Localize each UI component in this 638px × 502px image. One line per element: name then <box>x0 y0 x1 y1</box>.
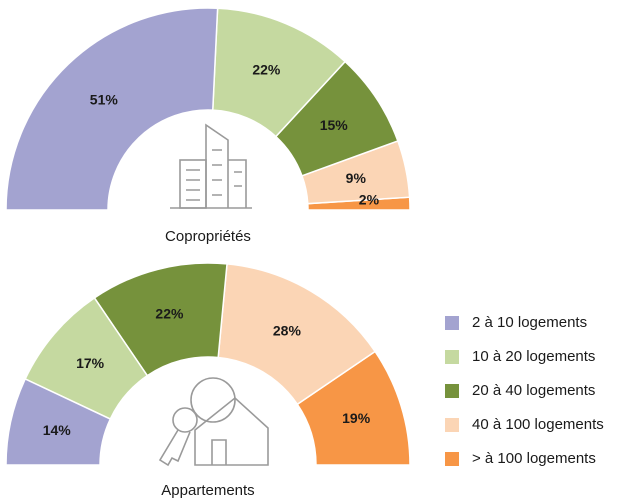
data-label: 22% <box>252 61 281 77</box>
pie-segment <box>301 139 411 205</box>
building-icon <box>170 123 252 209</box>
legend-swatch <box>445 350 459 364</box>
pie-segment <box>5 377 112 466</box>
legend-label: 40 à 100 logements <box>472 416 604 433</box>
legend-swatch <box>445 316 459 330</box>
pie-segment <box>296 350 411 466</box>
data-label: 9% <box>346 170 367 186</box>
pie-segment <box>93 262 228 377</box>
data-label: 2% <box>359 192 380 208</box>
legend-swatch <box>445 452 459 466</box>
pie-segment <box>24 296 149 421</box>
key-house-icon <box>158 377 269 467</box>
legend-label: > à 100 logements <box>472 450 596 467</box>
legend-swatch <box>445 418 459 432</box>
data-label: 22% <box>155 306 184 322</box>
data-label: 14% <box>43 422 72 438</box>
pie-segment <box>274 60 399 177</box>
legend-label: 2 à 10 logements <box>472 314 587 331</box>
data-label: 28% <box>273 322 302 338</box>
data-label: 17% <box>76 355 105 371</box>
pie-segment <box>211 7 347 138</box>
data-label: 15% <box>320 117 349 133</box>
chart-title: Copropriétés <box>165 228 251 245</box>
pie-segment <box>5 7 219 211</box>
pie-segment <box>217 263 377 406</box>
data-label: 19% <box>342 410 371 426</box>
legend-label: 10 à 20 logements <box>472 348 595 365</box>
legend-swatch <box>445 384 459 398</box>
data-label: 51% <box>90 91 119 107</box>
legend-label: 20 à 40 logements <box>472 382 595 399</box>
chart-title: Appartements <box>161 482 254 499</box>
